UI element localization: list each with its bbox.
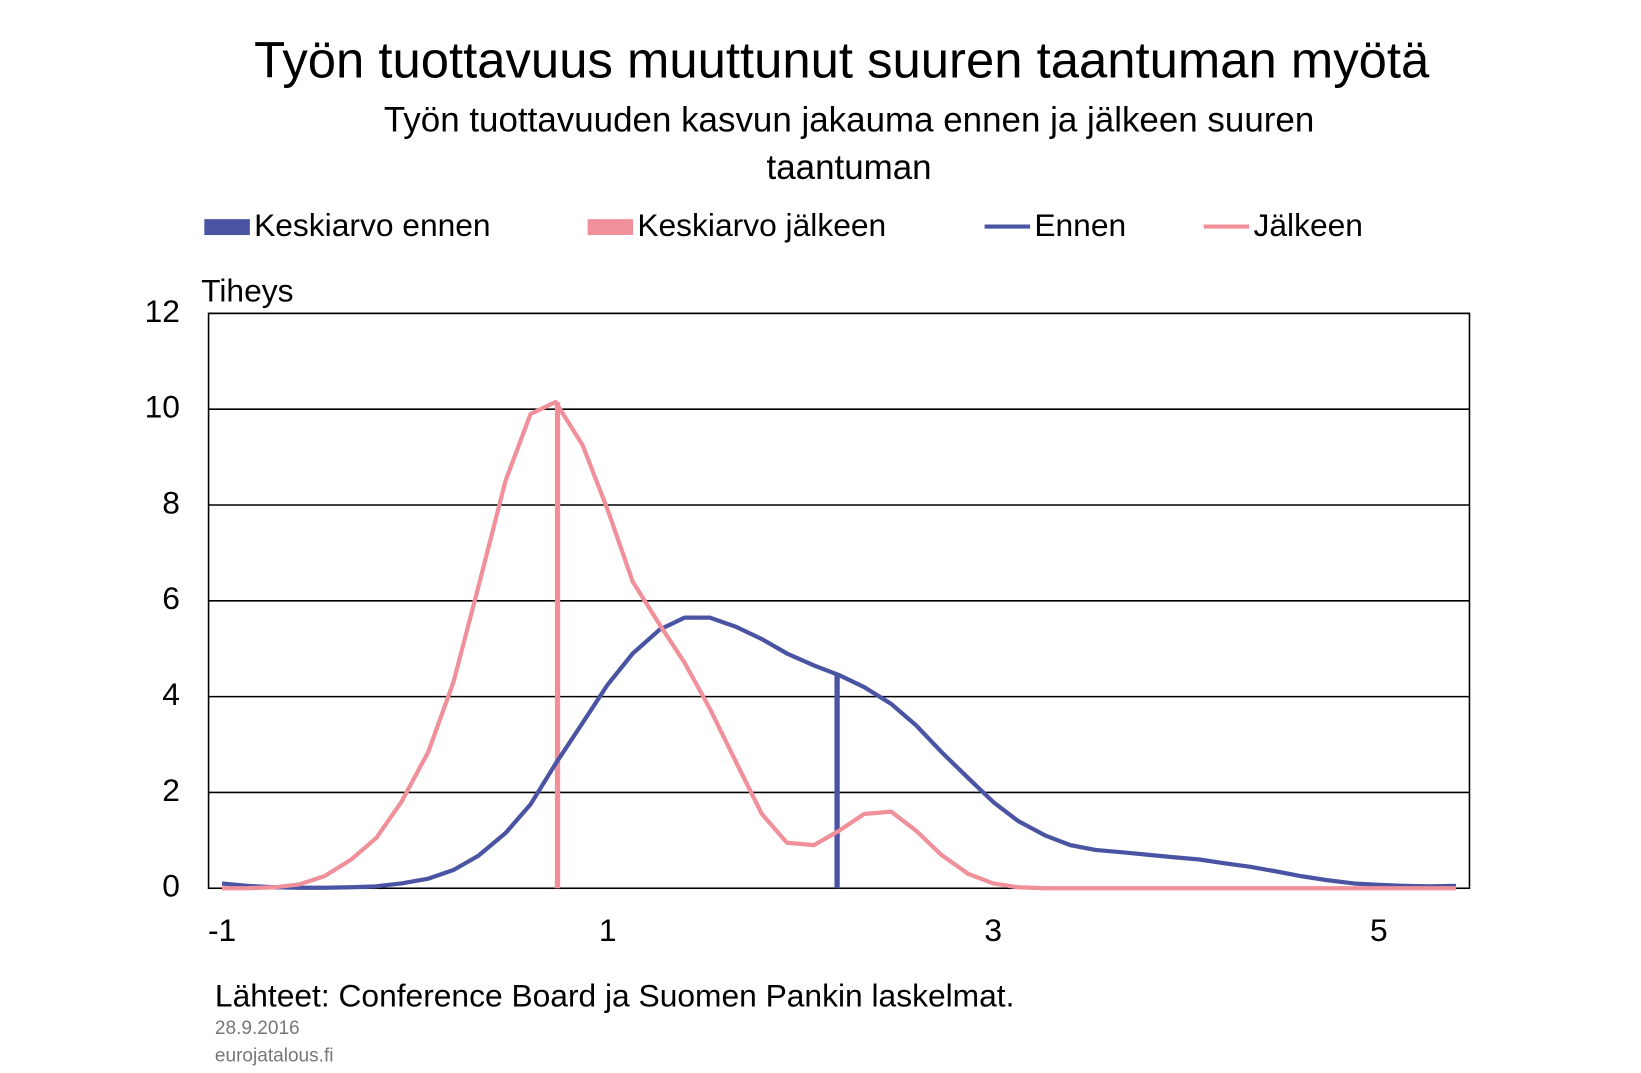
series-line <box>221 615 1457 890</box>
legend-label: Keskiarvo ennen <box>254 207 491 243</box>
y-tick-label: 8 <box>162 484 180 520</box>
legend-label: Ennen <box>1034 207 1126 243</box>
source: Lähteet: Conference Board ja Suomen Pank… <box>215 978 1015 1014</box>
x-tick-label: 5 <box>1370 912 1388 948</box>
legend-swatch <box>204 219 250 236</box>
date: 28.9.2016 <box>215 1018 300 1039</box>
y-axis-label: Tiheys <box>201 273 293 309</box>
y-tick-label: 2 <box>162 772 180 808</box>
chart-subtitle: Työn tuottavuuden kasvun jakauma ennen j… <box>383 99 1315 187</box>
y-tick-label: 12 <box>145 293 180 329</box>
y-tick-label: 0 <box>162 868 180 904</box>
series-line <box>222 399 1456 891</box>
legend-swatch <box>587 219 634 236</box>
y-tick-label: 4 <box>162 676 180 712</box>
y-tick-label: 6 <box>162 580 180 616</box>
x-tick-label: -1 <box>208 912 236 948</box>
x-tick-label: 1 <box>599 912 617 948</box>
site: eurojatalous.fi <box>215 1046 334 1067</box>
legend-label: Jälkeen <box>1254 207 1363 243</box>
chart-title: Työn tuottavuus muuttunut suuren taantum… <box>254 32 1430 89</box>
legend-label: Keskiarvo jälkeen <box>637 207 886 243</box>
x-tick-label: 3 <box>984 912 1002 948</box>
y-tick-label: 10 <box>145 389 180 425</box>
